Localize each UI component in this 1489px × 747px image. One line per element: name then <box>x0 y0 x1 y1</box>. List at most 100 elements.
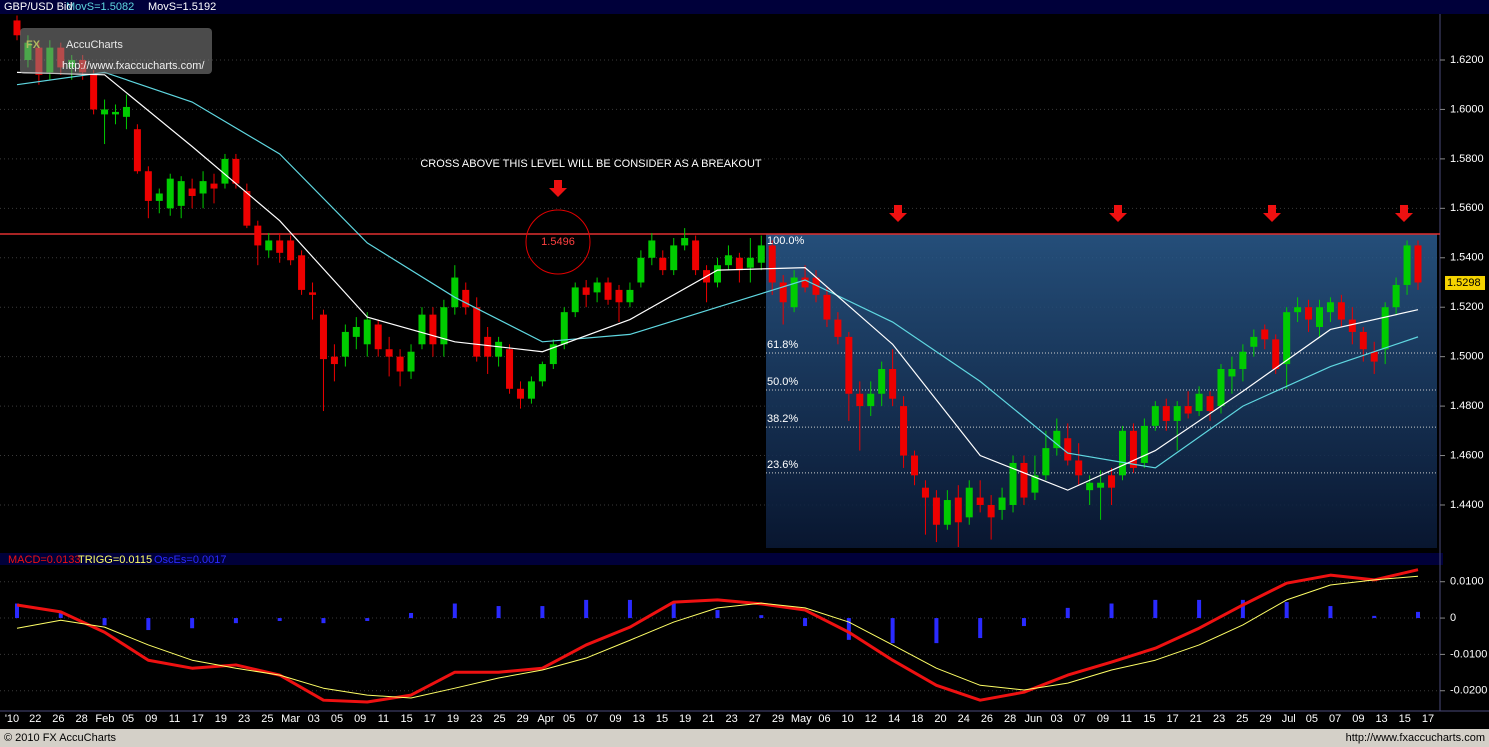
candle-body <box>1326 302 1334 313</box>
candle-body <box>440 307 448 345</box>
legend-entry: MovS=1.5082 <box>66 1 134 13</box>
candle-body <box>495 341 503 357</box>
y-tick-label: 1.5600 <box>1450 202 1484 214</box>
x-tick-label: 15 <box>1399 713 1411 725</box>
x-tick-label: 15 <box>656 713 668 725</box>
candle-body <box>1337 302 1345 320</box>
fib-label: 38.2% <box>767 413 798 425</box>
candle-body <box>1305 307 1313 320</box>
x-tick-label: 17 <box>424 713 436 725</box>
y-tick-label: -0.0100 <box>1450 648 1487 660</box>
histogram-bar <box>321 618 326 624</box>
x-tick-label: Jun <box>1025 713 1043 725</box>
x-tick-label: 09 <box>1097 713 1109 725</box>
candle-body <box>527 381 535 399</box>
logo-box <box>20 28 212 74</box>
x-tick-label: 19 <box>447 713 459 725</box>
moving-average <box>16 71 1419 469</box>
x-tick-label: 15 <box>1143 713 1155 725</box>
candle-body <box>889 369 897 399</box>
candle-body <box>298 255 306 290</box>
candle-body <box>724 255 732 266</box>
x-tick-label: 28 <box>76 713 88 725</box>
x-tick-label: 03 <box>308 713 320 725</box>
candle-body <box>681 237 689 246</box>
x-tick-label: 11 <box>378 713 389 725</box>
y-tick-label: 1.5200 <box>1450 301 1484 313</box>
candle-body <box>341 331 349 357</box>
candle-body <box>1381 307 1389 350</box>
candle-body <box>1228 369 1236 377</box>
x-tick-label: 19 <box>215 713 227 725</box>
y-tick-label: 1.6200 <box>1450 54 1484 66</box>
x-tick-label: 11 <box>169 713 180 725</box>
candle-body <box>1173 406 1181 421</box>
histogram-bar <box>496 606 501 619</box>
histogram-bar <box>846 618 851 640</box>
candle-body <box>1315 307 1323 327</box>
x-tick-label: Feb <box>95 713 114 725</box>
x-tick-label: 21 <box>1190 713 1202 725</box>
macd-header-bar <box>0 553 1489 565</box>
candle-body <box>177 181 185 206</box>
candle-body <box>1031 475 1039 493</box>
legend-entry: MovS=1.5192 <box>148 1 216 13</box>
candle-body <box>1403 245 1411 285</box>
candle-body <box>1020 462 1028 498</box>
arrow <box>1263 205 1281 222</box>
logo-fx: FX <box>26 39 41 51</box>
candle-body <box>133 129 141 172</box>
histogram-bar <box>1197 599 1202 619</box>
y-tick-label: -0.0200 <box>1450 685 1487 697</box>
annotation: CROSS ABOVE THIS LEVEL WILL BE CONSIDER … <box>420 158 762 170</box>
histogram-bar <box>890 618 895 644</box>
candle-body <box>122 106 130 117</box>
candle-body <box>878 369 886 394</box>
candle-body <box>385 349 393 357</box>
x-tick-label: 27 <box>749 713 761 725</box>
candle-body <box>976 497 984 505</box>
candle-body <box>374 324 382 350</box>
candle-body <box>276 240 284 253</box>
x-tick-label: 25 <box>261 713 273 725</box>
x-tick-label: May <box>791 713 812 725</box>
candle-body <box>1151 406 1159 426</box>
x-tick-label: 07 <box>1329 713 1341 725</box>
candle-body <box>845 336 853 394</box>
candle-body <box>911 455 919 476</box>
x-tick-label: 28 <box>1004 713 1016 725</box>
candle-body <box>582 287 590 295</box>
histogram-bar <box>759 615 764 619</box>
candle-body <box>746 257 754 268</box>
candle-body <box>319 314 327 360</box>
x-tick-label: 18 <box>911 713 923 725</box>
candle-body <box>692 240 700 271</box>
histogram-bar <box>1153 599 1158 619</box>
x-tick-label: 23 <box>1213 713 1225 725</box>
fib-label: 23.6% <box>767 459 798 471</box>
histogram-bar <box>584 599 589 619</box>
y-tick-label: 0.0100 <box>1450 576 1484 588</box>
candle-body <box>1075 460 1083 476</box>
arrow <box>1395 205 1413 222</box>
candle-body <box>757 245 765 263</box>
histogram-bar <box>452 603 457 619</box>
x-tick-label: 10 <box>842 713 854 725</box>
candle-body <box>1009 462 1017 505</box>
histogram-bar <box>58 612 63 619</box>
legend-entry: TRIGG=0.0115 <box>78 554 152 566</box>
candle-body <box>867 393 875 407</box>
candle-body <box>1283 312 1291 365</box>
candle-body <box>637 257 645 283</box>
candle-body <box>13 20 21 36</box>
candle-body <box>363 319 371 345</box>
candle-body <box>210 183 218 189</box>
resistance-circle <box>525 209 591 275</box>
legend-entry: OscEs=0.0017 <box>154 554 226 566</box>
histogram-bar <box>671 603 676 619</box>
macd-line <box>16 575 1419 699</box>
candle-body <box>396 356 404 372</box>
x-tick-label: 05 <box>1306 713 1318 725</box>
candle-body <box>560 312 568 345</box>
histogram-bar <box>934 618 939 644</box>
